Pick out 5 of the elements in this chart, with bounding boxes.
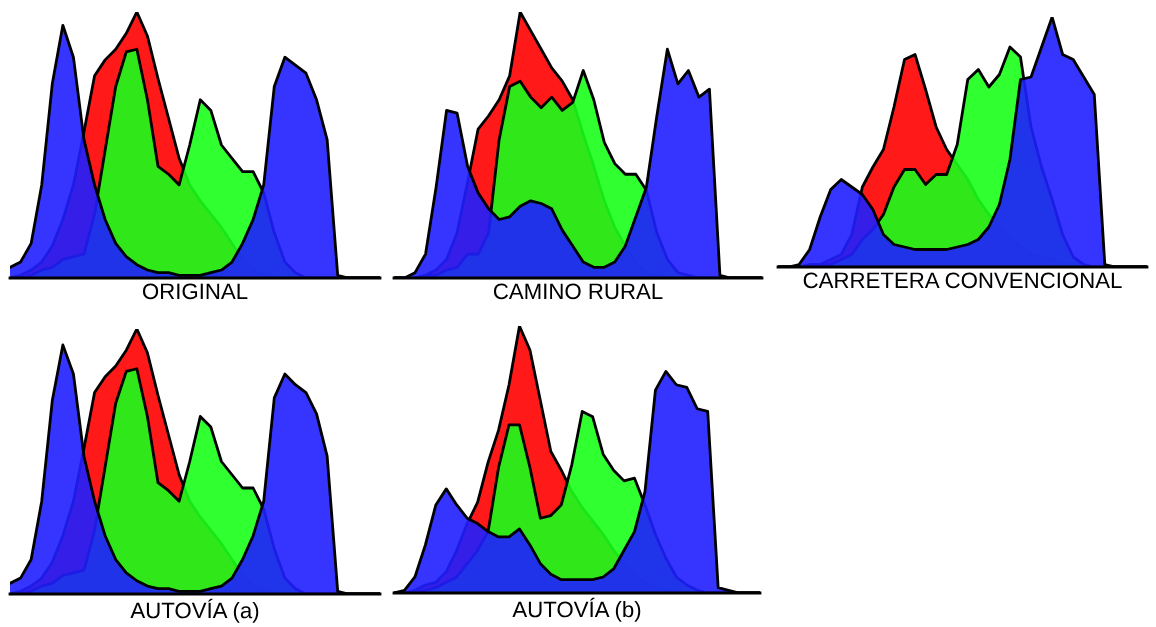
x-axis-title: ORIGINAL — [142, 283, 248, 300]
x-axis-title: CAMINO RURAL — [493, 283, 663, 300]
x-axis-title: CARRETERA CONVENCIONAL — [803, 272, 1122, 289]
x-axis-title: AUTOVÍA (a) — [130, 598, 259, 623]
x-axis-title: AUTOVÍA (b) — [512, 597, 641, 622]
